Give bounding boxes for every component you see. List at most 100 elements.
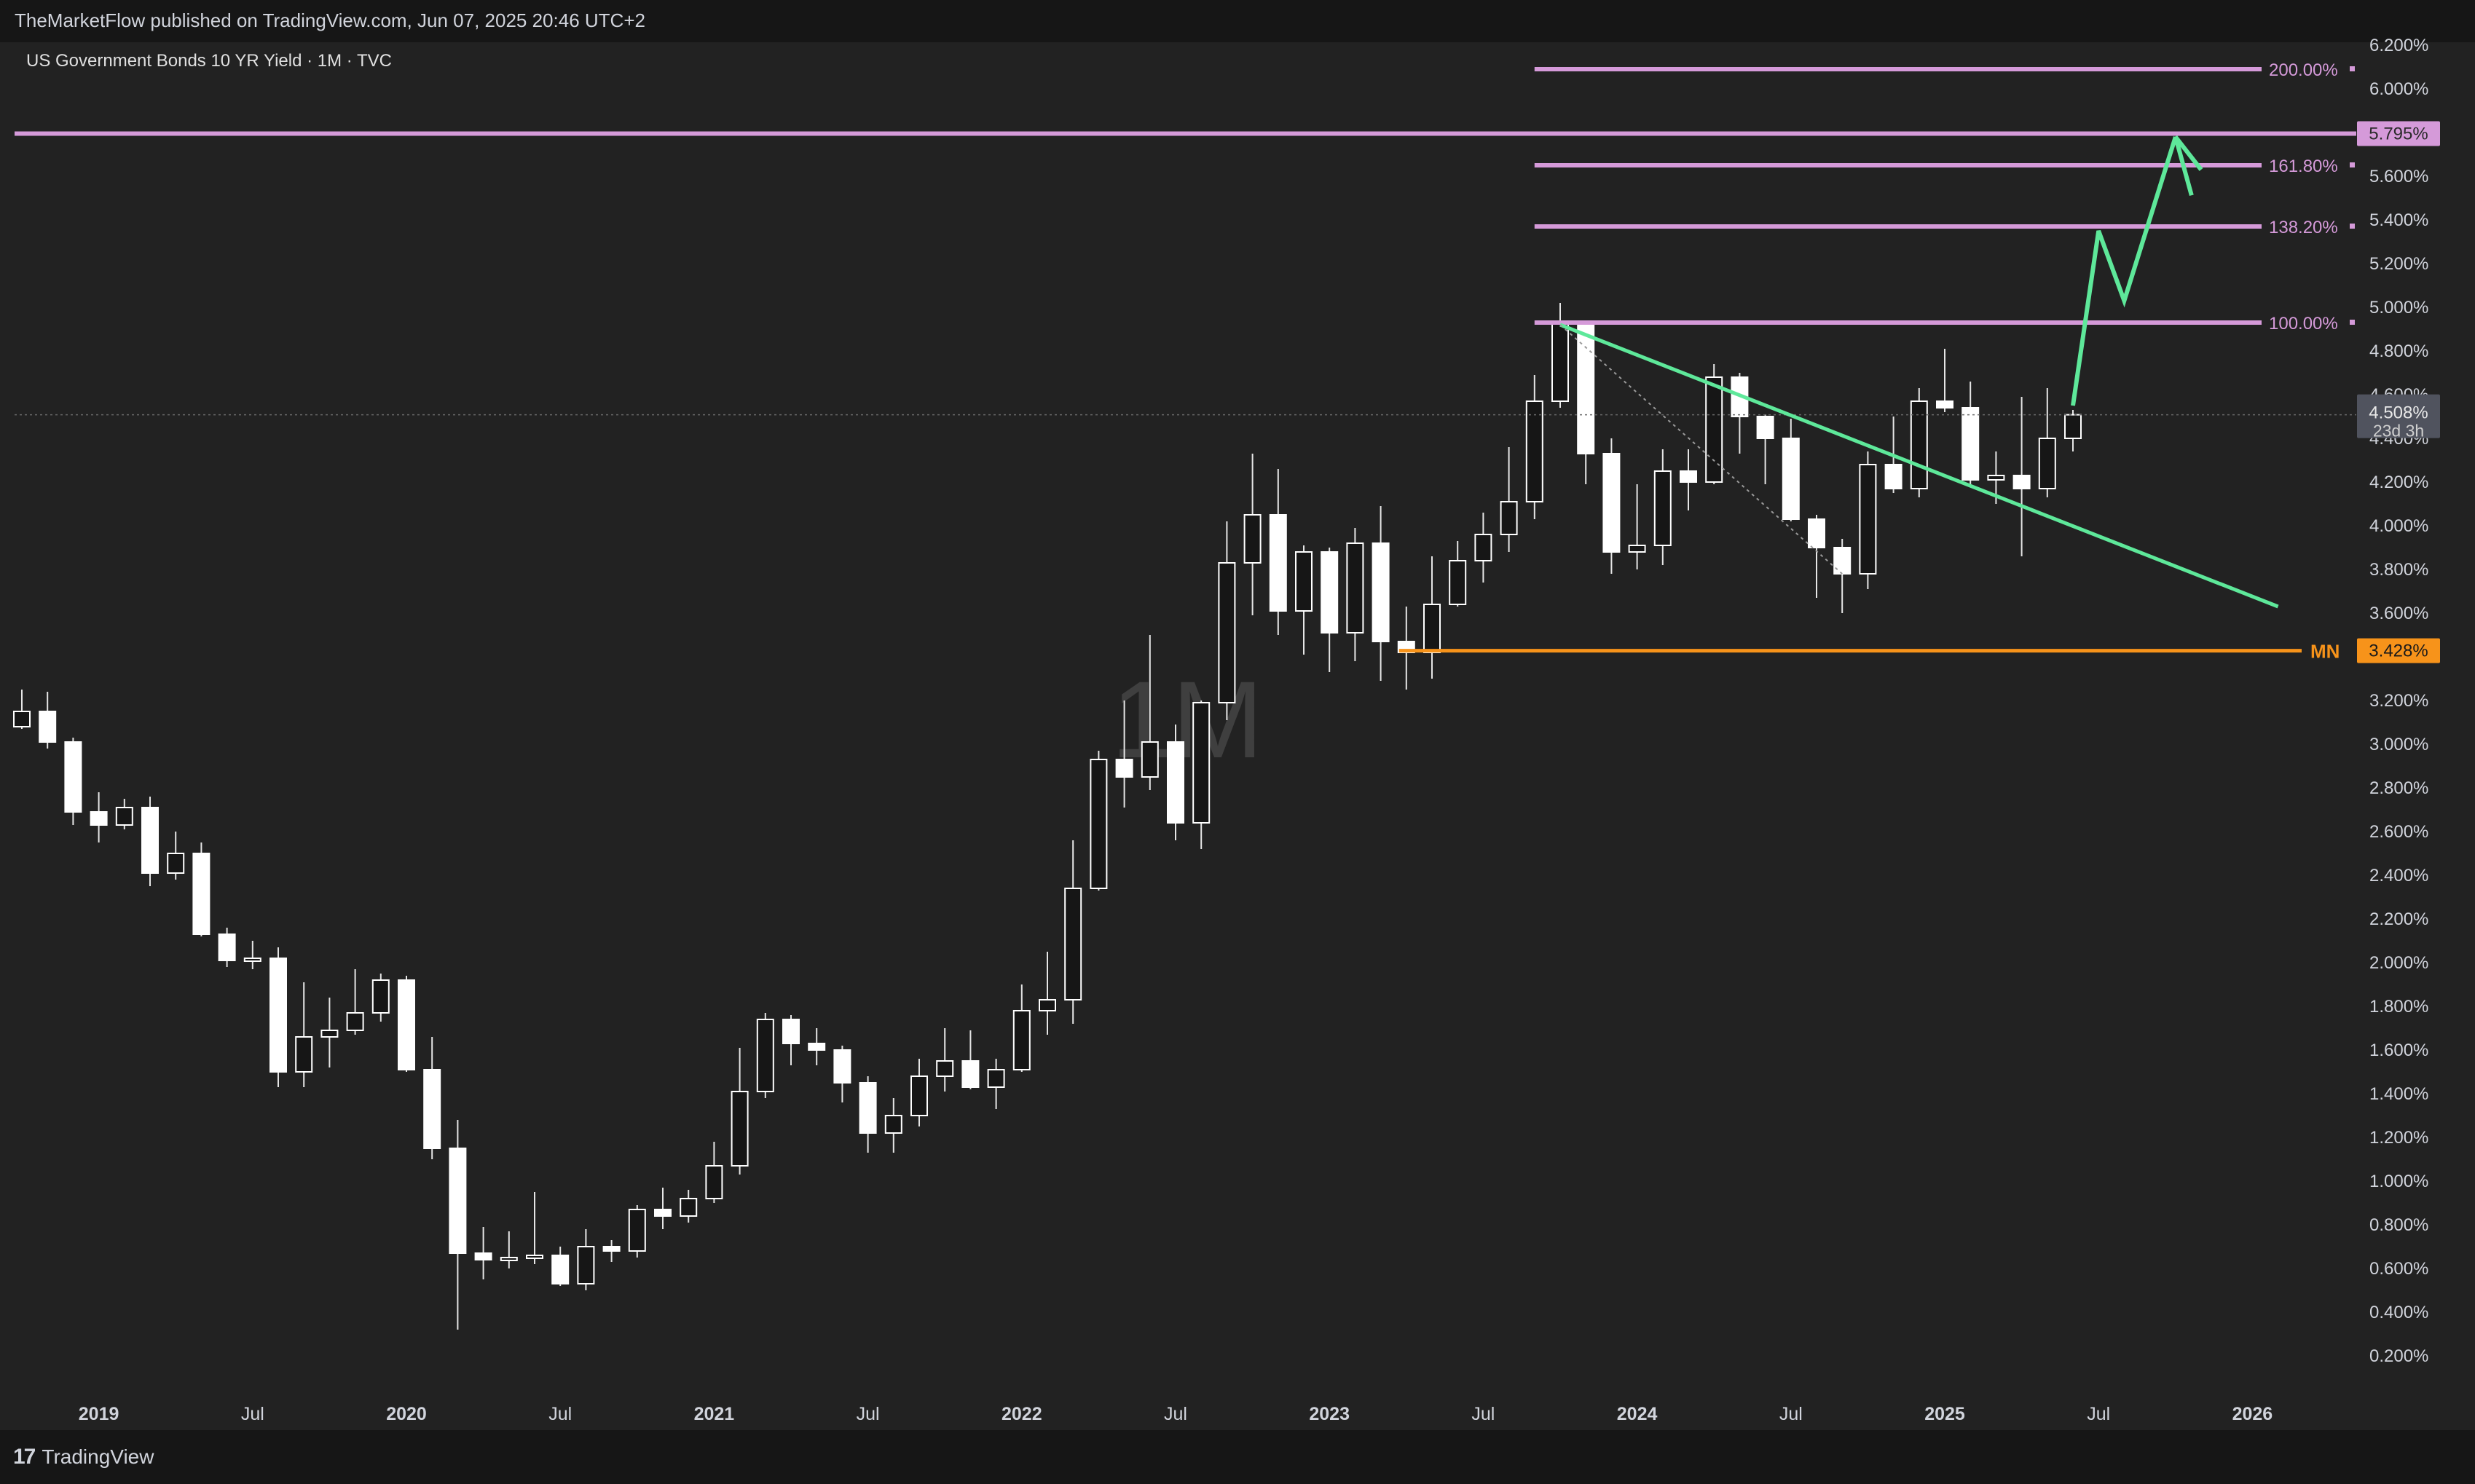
candle[interactable] xyxy=(64,741,82,813)
candle[interactable] xyxy=(756,1019,774,1092)
last-price-badge: 4.508% xyxy=(2369,403,2428,423)
candle[interactable] xyxy=(654,1209,672,1217)
candle[interactable] xyxy=(90,811,108,826)
candle[interactable] xyxy=(141,807,159,874)
candle[interactable] xyxy=(423,1069,441,1149)
candle[interactable] xyxy=(269,958,287,1073)
candle[interactable] xyxy=(910,1075,928,1116)
candle[interactable] xyxy=(705,1165,723,1199)
candle[interactable] xyxy=(115,807,133,826)
candle[interactable] xyxy=(1628,545,1646,553)
candle[interactable] xyxy=(808,1043,826,1051)
price-tick-label: 1.000% xyxy=(2369,1172,2428,1191)
candle[interactable] xyxy=(1090,759,1108,889)
candle[interactable] xyxy=(1423,604,1441,653)
fib-level-marker xyxy=(2350,66,2355,71)
symbol-title[interactable]: US Government Bonds 10 YR Yield · 1M · T… xyxy=(26,51,392,71)
price-tick-label: 3.200% xyxy=(2369,691,2428,711)
trend-line[interactable] xyxy=(1559,323,2279,609)
candle[interactable] xyxy=(1961,407,1980,481)
candle[interactable] xyxy=(474,1252,492,1260)
candle[interactable] xyxy=(961,1060,980,1088)
candle[interactable] xyxy=(1269,514,1287,612)
candle[interactable] xyxy=(1064,888,1082,1000)
candle[interactable] xyxy=(1987,475,2005,481)
candle[interactable] xyxy=(1705,376,1723,483)
candle[interactable] xyxy=(782,1019,800,1044)
candle[interactable] xyxy=(1910,400,1928,489)
price-chart[interactable]: 1M 6.200%6.000%5.800%5.600%5.400%5.200%5… xyxy=(0,0,2475,1430)
time-axis[interactable] xyxy=(0,1388,2364,1430)
candle[interactable] xyxy=(243,958,261,962)
price-tick-label: 4.000% xyxy=(2369,516,2428,536)
candle[interactable] xyxy=(2064,414,2082,439)
candle[interactable] xyxy=(371,979,390,1014)
candle[interactable] xyxy=(1602,453,1621,553)
price-tick-label: 5.200% xyxy=(2369,254,2428,274)
candle[interactable] xyxy=(192,853,210,935)
candle[interactable] xyxy=(680,1198,698,1217)
candle[interactable] xyxy=(1012,1010,1031,1070)
candle[interactable] xyxy=(628,1209,646,1252)
tradingview-brand[interactable]: 17 TradingView xyxy=(13,1445,154,1469)
candle[interactable] xyxy=(1321,551,1339,634)
candle[interactable] xyxy=(320,1030,339,1038)
candle[interactable] xyxy=(1525,400,1543,502)
candle[interactable] xyxy=(1167,741,1184,824)
candle[interactable] xyxy=(346,1012,364,1031)
candle[interactable] xyxy=(1500,501,1518,535)
candle[interactable] xyxy=(1808,518,1825,548)
candle[interactable] xyxy=(731,1091,749,1167)
candle[interactable] xyxy=(1782,438,1800,520)
price-tick-label: 0.600% xyxy=(2369,1259,2428,1279)
candle[interactable] xyxy=(1141,741,1159,778)
price-tick-label: 6.200% xyxy=(2369,36,2428,55)
candle[interactable] xyxy=(218,934,236,961)
candle[interactable] xyxy=(602,1246,621,1252)
candle[interactable] xyxy=(167,853,185,874)
projection-path[interactable] xyxy=(2071,136,2178,406)
candle[interactable] xyxy=(1756,416,1774,439)
candle[interactable] xyxy=(500,1257,518,1261)
price-tick-label: 1.800% xyxy=(2369,997,2428,1017)
candle[interactable] xyxy=(1884,464,1903,489)
candle[interactable] xyxy=(1551,322,1569,402)
candle[interactable] xyxy=(1936,400,1953,409)
candle[interactable] xyxy=(1243,514,1262,564)
time-tick-label: Jul xyxy=(1779,1404,1803,1424)
candle[interactable] xyxy=(1218,562,1236,703)
candle[interactable] xyxy=(295,1036,313,1073)
candle[interactable] xyxy=(1859,464,1877,575)
tradingview-logo-icon: 17 xyxy=(13,1445,36,1469)
brand-name: TradingView xyxy=(42,1445,154,1468)
candle[interactable] xyxy=(39,711,57,743)
fib-level-label: 200.00% xyxy=(2269,60,2338,80)
candle[interactable] xyxy=(936,1060,954,1077)
candle[interactable] xyxy=(1449,560,1467,605)
candle[interactable] xyxy=(551,1255,570,1284)
candle[interactable] xyxy=(884,1115,902,1134)
candle[interactable] xyxy=(987,1069,1005,1088)
candle[interactable] xyxy=(1372,542,1390,642)
price-axis[interactable] xyxy=(2364,42,2475,1430)
candle[interactable] xyxy=(526,1255,543,1259)
candle[interactable] xyxy=(398,979,415,1070)
candle[interactable] xyxy=(1192,702,1211,824)
candle[interactable] xyxy=(1039,999,1056,1011)
candle[interactable] xyxy=(1115,759,1133,778)
candle[interactable] xyxy=(1833,547,1852,575)
price-tick-label: 6.000% xyxy=(2369,79,2428,99)
candle[interactable] xyxy=(2038,438,2056,489)
candle[interactable] xyxy=(577,1246,595,1284)
candle[interactable] xyxy=(1346,542,1364,634)
candle[interactable] xyxy=(449,1148,467,1254)
candle[interactable] xyxy=(833,1049,851,1084)
price-tick-label: 0.400% xyxy=(2369,1303,2428,1322)
candle[interactable] xyxy=(1680,470,1697,483)
candle[interactable] xyxy=(2012,475,2031,489)
candle[interactable] xyxy=(1474,534,1492,561)
candle[interactable] xyxy=(13,711,31,727)
candle[interactable] xyxy=(859,1082,877,1134)
candle[interactable] xyxy=(1653,470,1672,546)
candle[interactable] xyxy=(1295,551,1313,612)
